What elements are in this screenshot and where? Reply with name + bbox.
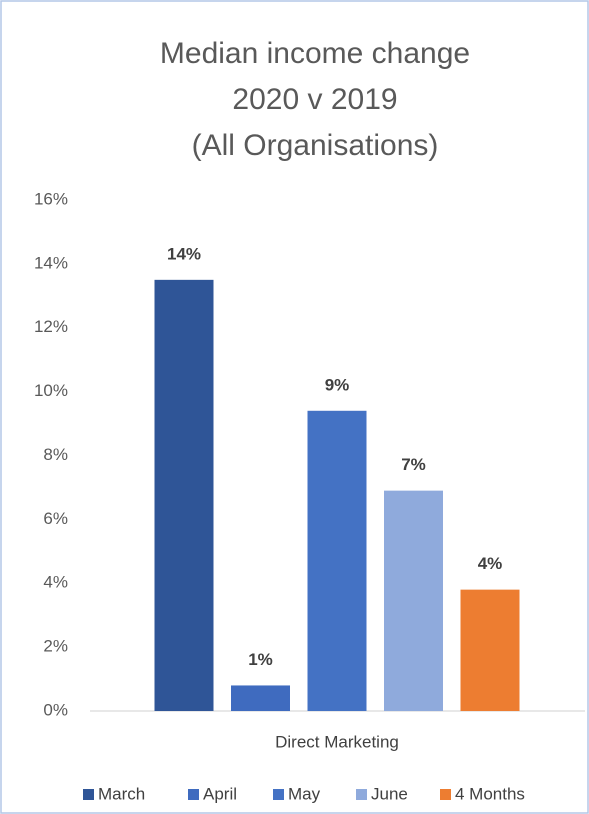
data-label: 14% bbox=[167, 244, 201, 263]
legend-swatch bbox=[440, 789, 451, 800]
bar bbox=[384, 490, 443, 711]
legend-label: March bbox=[98, 784, 145, 803]
legend-swatch bbox=[356, 789, 367, 800]
bar bbox=[460, 589, 520, 711]
y-tick-label: 10% bbox=[34, 381, 68, 400]
bar bbox=[154, 279, 214, 711]
data-label: 1% bbox=[248, 650, 273, 669]
legend-label: May bbox=[288, 784, 321, 803]
legend-label: 4 Months bbox=[455, 784, 525, 803]
y-tick-label: 0% bbox=[43, 700, 68, 719]
data-label: 9% bbox=[325, 375, 350, 394]
chart-title: 2020 v 2019 bbox=[232, 83, 397, 116]
bar bbox=[307, 410, 367, 711]
bar bbox=[231, 685, 290, 711]
legend-swatch bbox=[83, 789, 94, 800]
data-label: 7% bbox=[401, 455, 426, 474]
legend-swatch bbox=[188, 789, 199, 800]
data-label: 4% bbox=[478, 554, 503, 573]
y-tick-label: 16% bbox=[34, 189, 68, 208]
y-tick-label: 4% bbox=[43, 573, 68, 592]
y-tick-label: 12% bbox=[34, 317, 68, 336]
chart-title: Median income change bbox=[160, 37, 470, 70]
legend-swatch bbox=[273, 789, 284, 800]
y-tick-label: 2% bbox=[43, 637, 68, 656]
x-tick-label: Direct Marketing bbox=[275, 732, 399, 751]
y-tick-label: 14% bbox=[34, 253, 68, 272]
legend-label: June bbox=[371, 784, 408, 803]
y-tick-label: 8% bbox=[43, 445, 68, 464]
legend-label: April bbox=[203, 784, 237, 803]
chart-title: (All Organisations) bbox=[192, 129, 439, 162]
y-tick-label: 6% bbox=[43, 509, 68, 528]
